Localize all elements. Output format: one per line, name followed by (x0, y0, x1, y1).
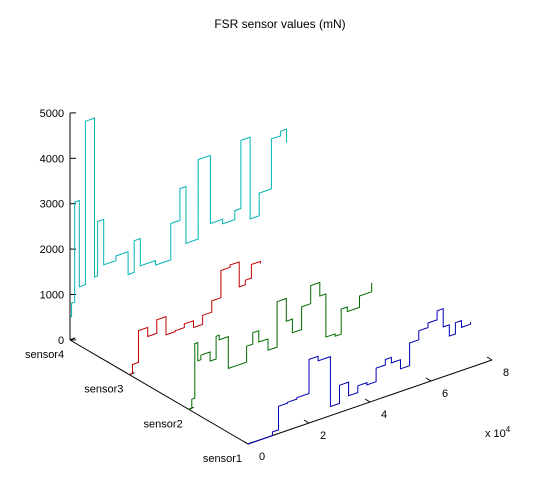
tick-group: 0 2 4 6 8 sensor1 sensor2 sensor3 sensor4 0 1000 20… (25, 108, 509, 465)
z-tick-label: 2000 (40, 244, 64, 256)
y-tick-label: sensor1 (203, 453, 242, 465)
x-tick-mark (364, 398, 371, 403)
series-line-sensor2 (188, 281, 373, 410)
axes-group (69, 113, 493, 445)
series-line-sensor1 (247, 307, 472, 445)
x-tick-label: 2 (320, 430, 326, 442)
z-tick-label: 3000 (40, 199, 64, 211)
x-tick-mark (486, 356, 493, 361)
z-tick-label: 5000 (40, 108, 64, 120)
x-tick-mark (425, 377, 432, 382)
x-tick-label: 4 (381, 409, 387, 421)
x-tick-label: 0 (259, 451, 265, 463)
y-tick-label: sensor4 (25, 349, 64, 361)
y-tick-label: sensor3 (84, 384, 123, 396)
z-tick-label: 0 (58, 335, 64, 347)
z-tick-label: 4000 (40, 153, 64, 165)
y-tick-label: sensor2 (144, 418, 183, 430)
x-tick-mark (303, 419, 310, 424)
z-tick-label: 1000 (40, 290, 64, 302)
series-line-sensor4 (69, 117, 288, 318)
x-tick-label: 8 (503, 367, 509, 379)
x-tick-mark (242, 440, 249, 445)
x-tick-label: 6 (442, 388, 448, 400)
y-axis-line (69, 339, 249, 445)
x-exponent-label: x 104 (485, 425, 511, 440)
series-line-sensor3 (129, 260, 261, 376)
chart-title: FSR sensor values (mN) (214, 17, 345, 31)
series-group (69, 117, 472, 445)
